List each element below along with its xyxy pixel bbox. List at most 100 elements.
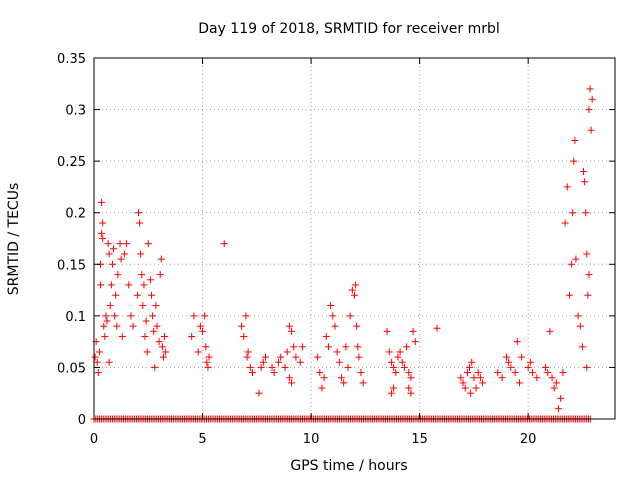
data-point <box>277 353 285 361</box>
data-point <box>515 379 523 387</box>
data-point <box>144 240 152 248</box>
data-point <box>156 271 164 279</box>
data-point <box>150 327 158 335</box>
data-point <box>409 327 417 335</box>
data-point <box>149 312 157 320</box>
data-point <box>581 178 589 186</box>
data-point <box>127 312 135 320</box>
data-point <box>93 358 101 366</box>
data-point <box>105 358 113 366</box>
x-axis-label: GPS time / hours <box>290 458 407 474</box>
data-point <box>357 369 365 377</box>
data-point <box>292 353 300 361</box>
data-point <box>248 369 256 377</box>
data-point <box>355 353 363 361</box>
data-point <box>140 281 148 289</box>
data-point <box>387 389 395 397</box>
data-point <box>585 271 593 279</box>
x-tick-label: 5 <box>198 432 206 447</box>
data-point <box>111 312 119 320</box>
data-point <box>583 363 591 371</box>
data-point <box>153 322 161 330</box>
data-point <box>585 106 593 114</box>
data-point <box>141 332 149 340</box>
data-point <box>105 250 113 258</box>
data-point <box>296 358 304 366</box>
data-point <box>324 343 332 351</box>
data-point <box>220 240 228 248</box>
data-point <box>569 209 577 217</box>
data-point <box>152 302 160 310</box>
data-point <box>461 384 469 392</box>
data-point <box>568 260 576 268</box>
data-point <box>385 348 393 356</box>
data-point <box>204 363 212 371</box>
data-point <box>275 358 283 366</box>
data-point <box>544 369 552 377</box>
data-point <box>511 369 519 377</box>
data-point <box>394 353 402 361</box>
data-point <box>344 363 352 371</box>
data-point <box>479 379 487 387</box>
data-point <box>259 358 267 366</box>
data-point <box>95 348 103 356</box>
data-point <box>151 363 159 371</box>
data-point <box>459 379 467 387</box>
data-point <box>546 327 554 335</box>
data-point <box>476 374 484 382</box>
data-point <box>288 327 296 335</box>
data-point <box>433 324 441 332</box>
data-point <box>352 281 360 289</box>
data-point <box>285 374 293 382</box>
data-point <box>104 240 112 248</box>
data-point <box>578 343 586 351</box>
data-point <box>346 312 354 320</box>
data-point <box>203 358 211 366</box>
data-point <box>533 374 541 382</box>
data-point <box>99 235 107 242</box>
grid-lines <box>94 58 615 419</box>
y-tick-label: 0.35 <box>57 52 86 67</box>
data-point <box>113 322 121 330</box>
data-point <box>563 183 571 191</box>
data-point <box>351 291 358 299</box>
data-point <box>507 363 515 371</box>
data-point <box>194 348 202 356</box>
data-point <box>320 374 328 382</box>
data-point <box>331 322 339 330</box>
data-point <box>281 363 289 371</box>
data-point <box>390 384 398 392</box>
data-point <box>133 291 141 299</box>
y-tick-label: 0.3 <box>65 104 86 119</box>
data-point <box>570 157 578 165</box>
data-point <box>196 322 204 330</box>
data-point <box>139 302 147 310</box>
data-point <box>505 358 513 366</box>
data-point <box>574 312 582 320</box>
data-point <box>107 281 115 289</box>
data-point <box>255 389 263 397</box>
plot-frame <box>93 57 616 420</box>
data-point <box>161 332 169 340</box>
data-point <box>494 369 502 377</box>
data-point <box>398 358 406 366</box>
data-point <box>117 255 125 263</box>
x-tick-label: 20 <box>520 432 537 447</box>
x-tick-label: 10 <box>303 432 320 447</box>
data-point <box>466 363 474 371</box>
data-point <box>552 379 560 387</box>
data-point <box>457 374 465 382</box>
data-point <box>513 338 521 346</box>
data-point <box>559 369 567 377</box>
data-point <box>188 332 196 340</box>
y-tick-label: 0.1 <box>65 310 86 325</box>
data-point <box>586 85 594 93</box>
data-point <box>472 384 480 392</box>
data-point <box>270 369 278 377</box>
data-point <box>118 332 126 340</box>
data-point <box>120 250 128 258</box>
data-points <box>90 85 596 423</box>
data-point <box>99 219 107 227</box>
data-point <box>498 374 506 382</box>
data-point <box>329 312 337 320</box>
